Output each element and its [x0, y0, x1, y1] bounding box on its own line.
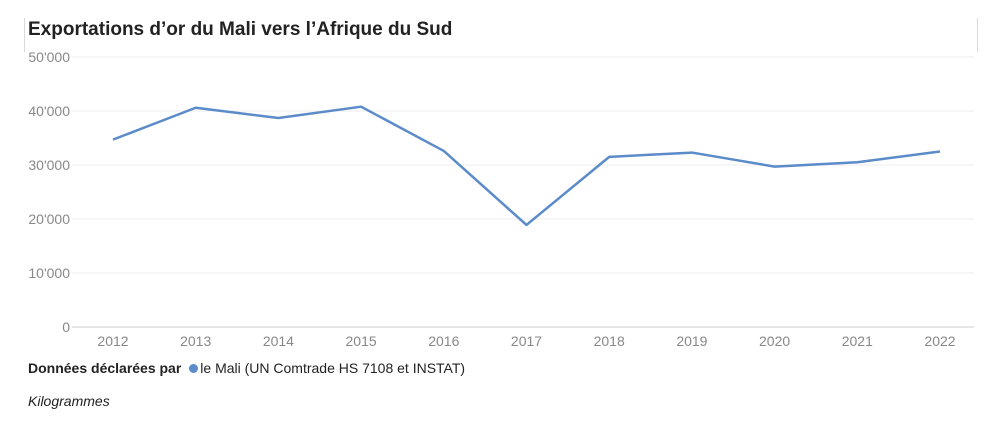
series-layer	[109, 103, 944, 229]
data-point[interactable]	[853, 158, 861, 166]
y-axis-tick-labels: 0 10'000 20'000 30'000 40'000 50'000	[28, 49, 70, 335]
title-frame	[24, 18, 978, 52]
y-tick-label: 20'000	[28, 211, 70, 227]
legend-series-label[interactable]: le Mali (UN Comtrade HS 7108 et INSTAT)	[200, 360, 466, 376]
legend-marker-icon[interactable]	[189, 363, 199, 373]
x-axis-tick-labels: 2012 2013 2014 2015 2016 2017 2018 2019 2020 2021…	[97, 333, 955, 349]
data-point[interactable]	[771, 163, 779, 171]
data-point[interactable]	[523, 221, 531, 229]
legend-prefix: Données déclarées par	[28, 360, 182, 376]
x-tick-label: 2021	[842, 333, 873, 349]
x-tick-label: 2020	[759, 333, 790, 349]
gridlines	[72, 56, 974, 328]
chart-title: Exportations d’or du Mali vers l’Afrique…	[28, 19, 453, 40]
x-tick-label: 2015	[346, 333, 377, 349]
data-point[interactable]	[936, 148, 944, 156]
data-point[interactable]	[192, 104, 200, 112]
series-line[interactable]	[112, 105, 941, 227]
data-point[interactable]	[688, 149, 696, 157]
y-tick-label: 50'000	[28, 49, 70, 65]
legend: Données déclarées par le Mali (UN Comtra…	[28, 360, 465, 376]
y-tick-label: 30'000	[28, 157, 70, 173]
y-tick-label: 10'000	[28, 265, 70, 281]
x-tick-label: 2014	[263, 333, 294, 349]
x-tick-label: 2013	[180, 333, 211, 349]
x-tick-label: 2019	[676, 333, 707, 349]
x-tick-label: 2017	[511, 333, 542, 349]
y-tick-label: 40'000	[28, 103, 70, 119]
unit-note: Kilogrammes	[28, 393, 110, 409]
x-tick-label: 2012	[97, 333, 128, 349]
x-tick-label: 2018	[594, 333, 625, 349]
data-point[interactable]	[605, 153, 613, 161]
data-point[interactable]	[357, 103, 365, 111]
data-point[interactable]	[274, 114, 282, 122]
x-tick-label: 2016	[428, 333, 459, 349]
data-point[interactable]	[109, 136, 117, 144]
x-tick-label: 2022	[924, 333, 955, 349]
y-tick-label: 0	[62, 319, 70, 335]
data-point[interactable]	[440, 147, 448, 155]
